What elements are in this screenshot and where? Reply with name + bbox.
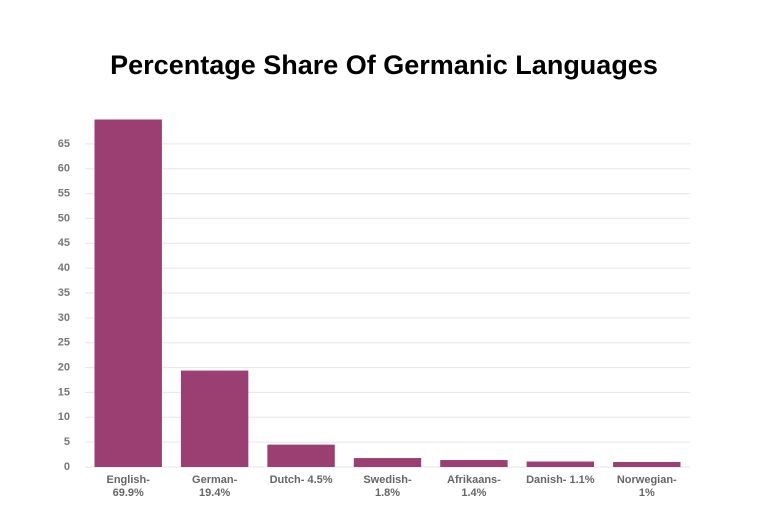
y-tick-label: 30 [58, 312, 70, 324]
x-tick-label: German- 19.4% [192, 474, 238, 499]
bar [94, 119, 162, 468]
bar [440, 460, 508, 467]
y-tick-label: 40 [58, 262, 70, 274]
x-tick-label: Swedish- 1.8% [363, 474, 412, 499]
x-tick-label: Norwegian- 1% [616, 474, 677, 499]
y-tick-label: 0 [64, 461, 70, 473]
chart-title: Percentage Share Of Germanic Languages [110, 50, 658, 80]
y-tick-label: 10 [58, 411, 70, 423]
bar [526, 461, 595, 467]
x-tick-label: Danish- 1.1% [526, 474, 595, 486]
y-tick-label: 35 [58, 287, 70, 299]
y-tick-label: 20 [58, 361, 70, 373]
y-tick-label: 5 [64, 436, 70, 448]
y-tick-label: 25 [58, 337, 70, 349]
bar [267, 444, 335, 467]
bar [180, 370, 249, 467]
y-tick-label: 55 [58, 187, 70, 199]
y-tick-label: 65 [58, 138, 70, 150]
y-tick-label: 15 [58, 386, 70, 398]
bar [353, 458, 422, 467]
y-tick-label: 60 [58, 163, 70, 175]
y-tick-label: 50 [58, 212, 70, 224]
x-tick-label: Dutch- 4.5% [269, 474, 333, 486]
bar [613, 462, 681, 467]
y-tick-label: 45 [58, 237, 70, 249]
x-tick-label: Afrikaans- 1.4% [447, 474, 501, 499]
x-tick-label: English- 69.9% [106, 474, 150, 499]
